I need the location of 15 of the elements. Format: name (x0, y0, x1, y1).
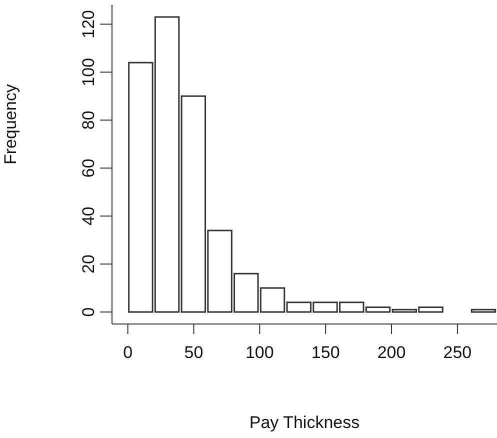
y-tick-label: 40 (79, 206, 98, 226)
x-tick-label: 200 (377, 343, 406, 362)
y-axis-title: Frequency (1, 84, 20, 164)
x-tick-label: 150 (311, 343, 340, 362)
y-tick-label: 0 (79, 307, 98, 317)
y-tick-label: 120 (79, 10, 98, 38)
y-tick-label: 20 (79, 254, 98, 274)
x-tick-label: 50 (184, 343, 204, 362)
x-tick-label: 250 (443, 343, 472, 362)
x-tick-label: 100 (245, 343, 274, 362)
x-tick-label: 0 (123, 343, 133, 362)
y-tick-label: 100 (79, 58, 98, 86)
y-tick-label: 80 (79, 110, 98, 130)
y-tick-label: 60 (79, 158, 98, 178)
x-axis-title: Pay Thickness (249, 413, 360, 432)
